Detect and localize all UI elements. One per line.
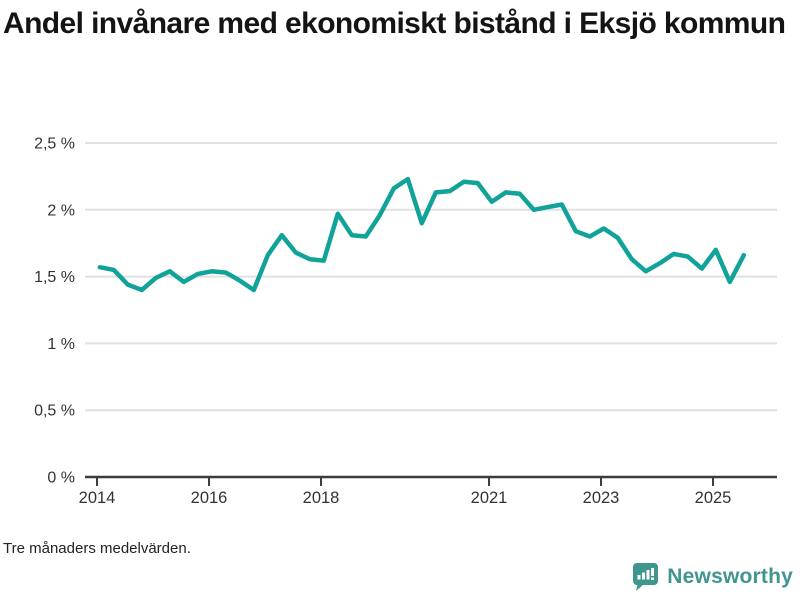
y-axis-tick-label: 0 % bbox=[47, 470, 75, 487]
y-axis-tick-label: 0,5 % bbox=[34, 403, 75, 420]
newsworthy-logo[interactable]: Newsworthy bbox=[632, 561, 793, 593]
y-axis-tick-label: 2 % bbox=[47, 202, 75, 219]
page-title: Andel invånare med ekonomiskt bistånd i … bbox=[3, 7, 786, 40]
y-axis-tick-label: 1 % bbox=[47, 336, 75, 353]
x-axis-tick-label: 2023 bbox=[583, 489, 620, 507]
y-axis-tick-label: 1,5 % bbox=[34, 269, 75, 286]
x-axis-tick-label: 2016 bbox=[191, 489, 228, 507]
newsworthy-wordmark: Newsworthy bbox=[667, 565, 793, 588]
y-axis-tick-label: 2,5 % bbox=[34, 136, 75, 153]
x-axis-tick-label: 2018 bbox=[303, 489, 340, 507]
data-series-line bbox=[97, 176, 747, 293]
chart-footnote: Tre månaders medelvärden. bbox=[3, 540, 191, 557]
x-axis-tick-label: 2021 bbox=[471, 489, 508, 507]
x-axis-tick-label: 2025 bbox=[695, 489, 732, 507]
bar-chart-speech-bubble-icon bbox=[632, 562, 659, 592]
x-axis-tick-label: 2014 bbox=[79, 489, 116, 507]
